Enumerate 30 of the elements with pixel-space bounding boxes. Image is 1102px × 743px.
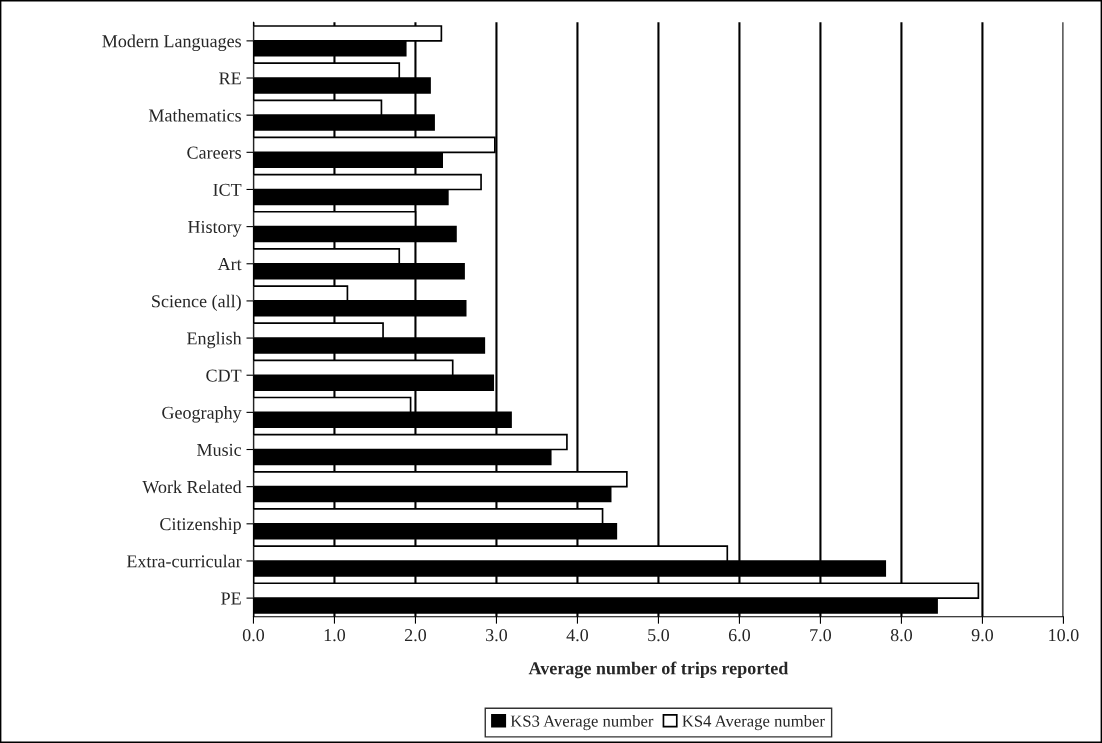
y-tick-label: ICT bbox=[213, 183, 242, 196]
legend-label: KS4 Average number bbox=[682, 715, 825, 731]
x-axis-title: Average number of trips reported bbox=[528, 661, 789, 679]
y-tick-label: History bbox=[188, 220, 242, 237]
y-tick-label: PE bbox=[221, 592, 241, 605]
y-tick-label: English bbox=[187, 331, 242, 349]
x-tick-label: 4.0 bbox=[566, 629, 589, 642]
y-tick-label: Work Related bbox=[142, 480, 242, 494]
x-tick-label: 7.0 bbox=[810, 629, 832, 642]
y-tick-label: RE bbox=[219, 72, 241, 85]
x-tick-label: 10.0 bbox=[1049, 629, 1079, 642]
y-tick-label: Geography bbox=[162, 406, 242, 423]
y-tick-label: Modern Languages bbox=[102, 34, 241, 52]
y-tick-label: Extra-curricular bbox=[126, 554, 242, 568]
x-tick-label: 3.0 bbox=[486, 629, 508, 642]
x-tick-label: 1.0 bbox=[324, 629, 346, 642]
y-tick-label: Citizenship bbox=[160, 517, 241, 534]
legend-label: KS3 Average number bbox=[510, 715, 654, 731]
x-tick-label: 6.0 bbox=[728, 629, 751, 642]
x-tick-label: 8.0 bbox=[890, 629, 913, 642]
y-tick-label: CDT bbox=[206, 369, 242, 382]
x-tick-label: 2.0 bbox=[404, 629, 427, 642]
y-tick-label: Art bbox=[217, 258, 242, 271]
x-tick-label: 0.0 bbox=[242, 629, 265, 642]
y-tick-label: Music bbox=[197, 443, 242, 456]
y-tick-label: Science (all) bbox=[152, 294, 241, 312]
y-tick-label: Mathematics bbox=[148, 108, 241, 122]
x-tick-label: 5.0 bbox=[648, 629, 670, 642]
y-tick-label: Careers bbox=[187, 146, 241, 159]
x-tick-label: 9.0 bbox=[971, 629, 994, 642]
